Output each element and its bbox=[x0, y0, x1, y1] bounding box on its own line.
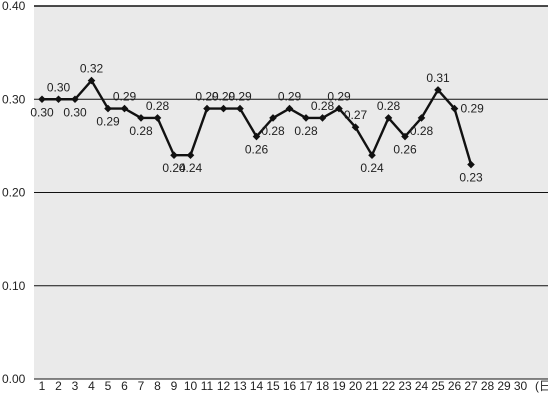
gridlines bbox=[34, 5, 548, 380]
x-tick-label: 4 bbox=[88, 379, 95, 393]
data-label: 0.29 bbox=[228, 90, 252, 104]
data-point-marker bbox=[38, 95, 46, 104]
x-tick-label: 6 bbox=[121, 379, 128, 393]
data-label: 0.28 bbox=[377, 99, 401, 113]
data-point-marker bbox=[318, 114, 327, 122]
data-label: 0.27 bbox=[344, 108, 368, 122]
data-label: 0.28 bbox=[410, 124, 434, 138]
data-point-marker bbox=[203, 104, 211, 113]
y-tick-label: 0.10 bbox=[2, 279, 26, 293]
data-label: 0.31 bbox=[426, 71, 450, 85]
x-tick-label: 16 bbox=[283, 379, 297, 393]
data-point-marker bbox=[236, 104, 244, 113]
data-point-marker bbox=[87, 76, 96, 85]
data-label: 0.32 bbox=[80, 62, 104, 76]
data-label: 0.30 bbox=[47, 80, 71, 94]
data-label: 0.24 bbox=[162, 161, 186, 175]
x-tick-label: 2 bbox=[55, 379, 62, 393]
data-label: 0.26 bbox=[393, 143, 417, 157]
x-tick-label: 22 bbox=[382, 379, 396, 393]
data-point-marker bbox=[219, 104, 228, 113]
data-label: 0.29 bbox=[195, 90, 219, 104]
x-tick-label: 5 bbox=[105, 379, 112, 393]
data-label: 0.26 bbox=[245, 143, 269, 157]
data-label: 0.29 bbox=[278, 90, 302, 104]
data-label: 0.30 bbox=[63, 105, 87, 119]
x-tick-label: 7 bbox=[138, 379, 145, 393]
data-label: 0.30 bbox=[30, 105, 54, 119]
data-point-marker bbox=[302, 114, 310, 122]
data-label: 0.28 bbox=[129, 124, 153, 138]
data-label: 0.23 bbox=[459, 171, 483, 185]
x-axis-tick-labels: 1 2 3 4 5 6 7 8 9 10 11 12 13 14 15 16 17 18 19 20 21 22 23 24 2… bbox=[39, 379, 528, 393]
x-tick-label: 23 bbox=[398, 379, 412, 393]
data-point-marker bbox=[401, 132, 409, 141]
data-point-marker bbox=[153, 114, 162, 122]
x-tick-label: 10 bbox=[184, 379, 198, 393]
x-tick-label: 18 bbox=[316, 379, 330, 393]
x-tick-label: 9 bbox=[171, 379, 178, 393]
x-tick-label: 17 bbox=[299, 379, 313, 393]
x-tick-label: 14 bbox=[250, 379, 264, 393]
data-point-marker bbox=[434, 86, 442, 94]
data-point-marker bbox=[71, 95, 79, 104]
data-label: 0.29 bbox=[212, 90, 236, 104]
data-point-marker bbox=[137, 114, 145, 122]
data-point-marker bbox=[351, 123, 360, 132]
data-point-marker bbox=[450, 104, 459, 113]
y-tick-label: 0.30 bbox=[2, 92, 26, 106]
data-point-marker bbox=[384, 114, 393, 122]
x-tick-label: 1 bbox=[39, 379, 46, 393]
data-label: 0.28 bbox=[261, 124, 285, 138]
y-tick-label: 0.40 bbox=[2, 0, 26, 13]
data-point-marker bbox=[104, 104, 112, 113]
x-tick-label: 30 bbox=[514, 379, 528, 393]
data-label: 0.29 bbox=[461, 102, 485, 116]
data-label: 0.29 bbox=[113, 90, 137, 104]
x-tick-label: 29 bbox=[497, 379, 511, 393]
data-point-marker bbox=[335, 104, 343, 113]
x-tick-label: 25 bbox=[431, 379, 445, 393]
data-labels: 0.300.300.300.320.290.290.280.280.240.24… bbox=[30, 62, 484, 185]
x-axis-unit-label: (日) bbox=[535, 379, 548, 393]
x-tick-label: 3 bbox=[72, 379, 79, 393]
y-tick-label: 0.00 bbox=[2, 372, 26, 386]
x-tick-label: 13 bbox=[233, 379, 247, 393]
x-tick-label: 27 bbox=[464, 379, 478, 393]
x-tick-label: 24 bbox=[415, 379, 429, 393]
x-tick-label: 20 bbox=[349, 379, 363, 393]
data-point-marker bbox=[417, 114, 426, 122]
data-label: 0.28 bbox=[294, 124, 318, 138]
data-label: 0.24 bbox=[360, 161, 384, 175]
x-tick-label: 12 bbox=[217, 379, 231, 393]
x-tick-label: 15 bbox=[266, 379, 280, 393]
data-point-marker bbox=[368, 151, 376, 159]
data-point-marker bbox=[269, 114, 277, 122]
x-tick-label: 28 bbox=[481, 379, 495, 393]
data-label: 0.29 bbox=[96, 115, 120, 129]
x-tick-label: 19 bbox=[332, 379, 346, 393]
data-point-marker bbox=[170, 151, 178, 159]
data-label: 0.28 bbox=[146, 99, 170, 113]
data-points bbox=[38, 76, 475, 169]
data-point-marker bbox=[54, 95, 63, 104]
data-label: 0.29 bbox=[327, 90, 351, 104]
y-axis-tick-labels: 0.00 0.10 0.20 0.30 0.40 bbox=[2, 0, 26, 386]
data-label: 0.28 bbox=[311, 99, 335, 113]
data-label: 0.24 bbox=[179, 161, 203, 175]
data-point-marker bbox=[120, 104, 129, 113]
data-point-marker bbox=[252, 132, 261, 141]
data-point-marker bbox=[285, 104, 294, 113]
y-tick-label: 0.20 bbox=[2, 186, 26, 200]
x-tick-label: 21 bbox=[365, 379, 379, 393]
data-point-marker bbox=[467, 160, 475, 169]
x-tick-label: 26 bbox=[448, 379, 462, 393]
x-tick-label: 8 bbox=[154, 379, 161, 393]
data-point-marker bbox=[186, 151, 195, 159]
x-tick-label: 11 bbox=[201, 379, 214, 393]
